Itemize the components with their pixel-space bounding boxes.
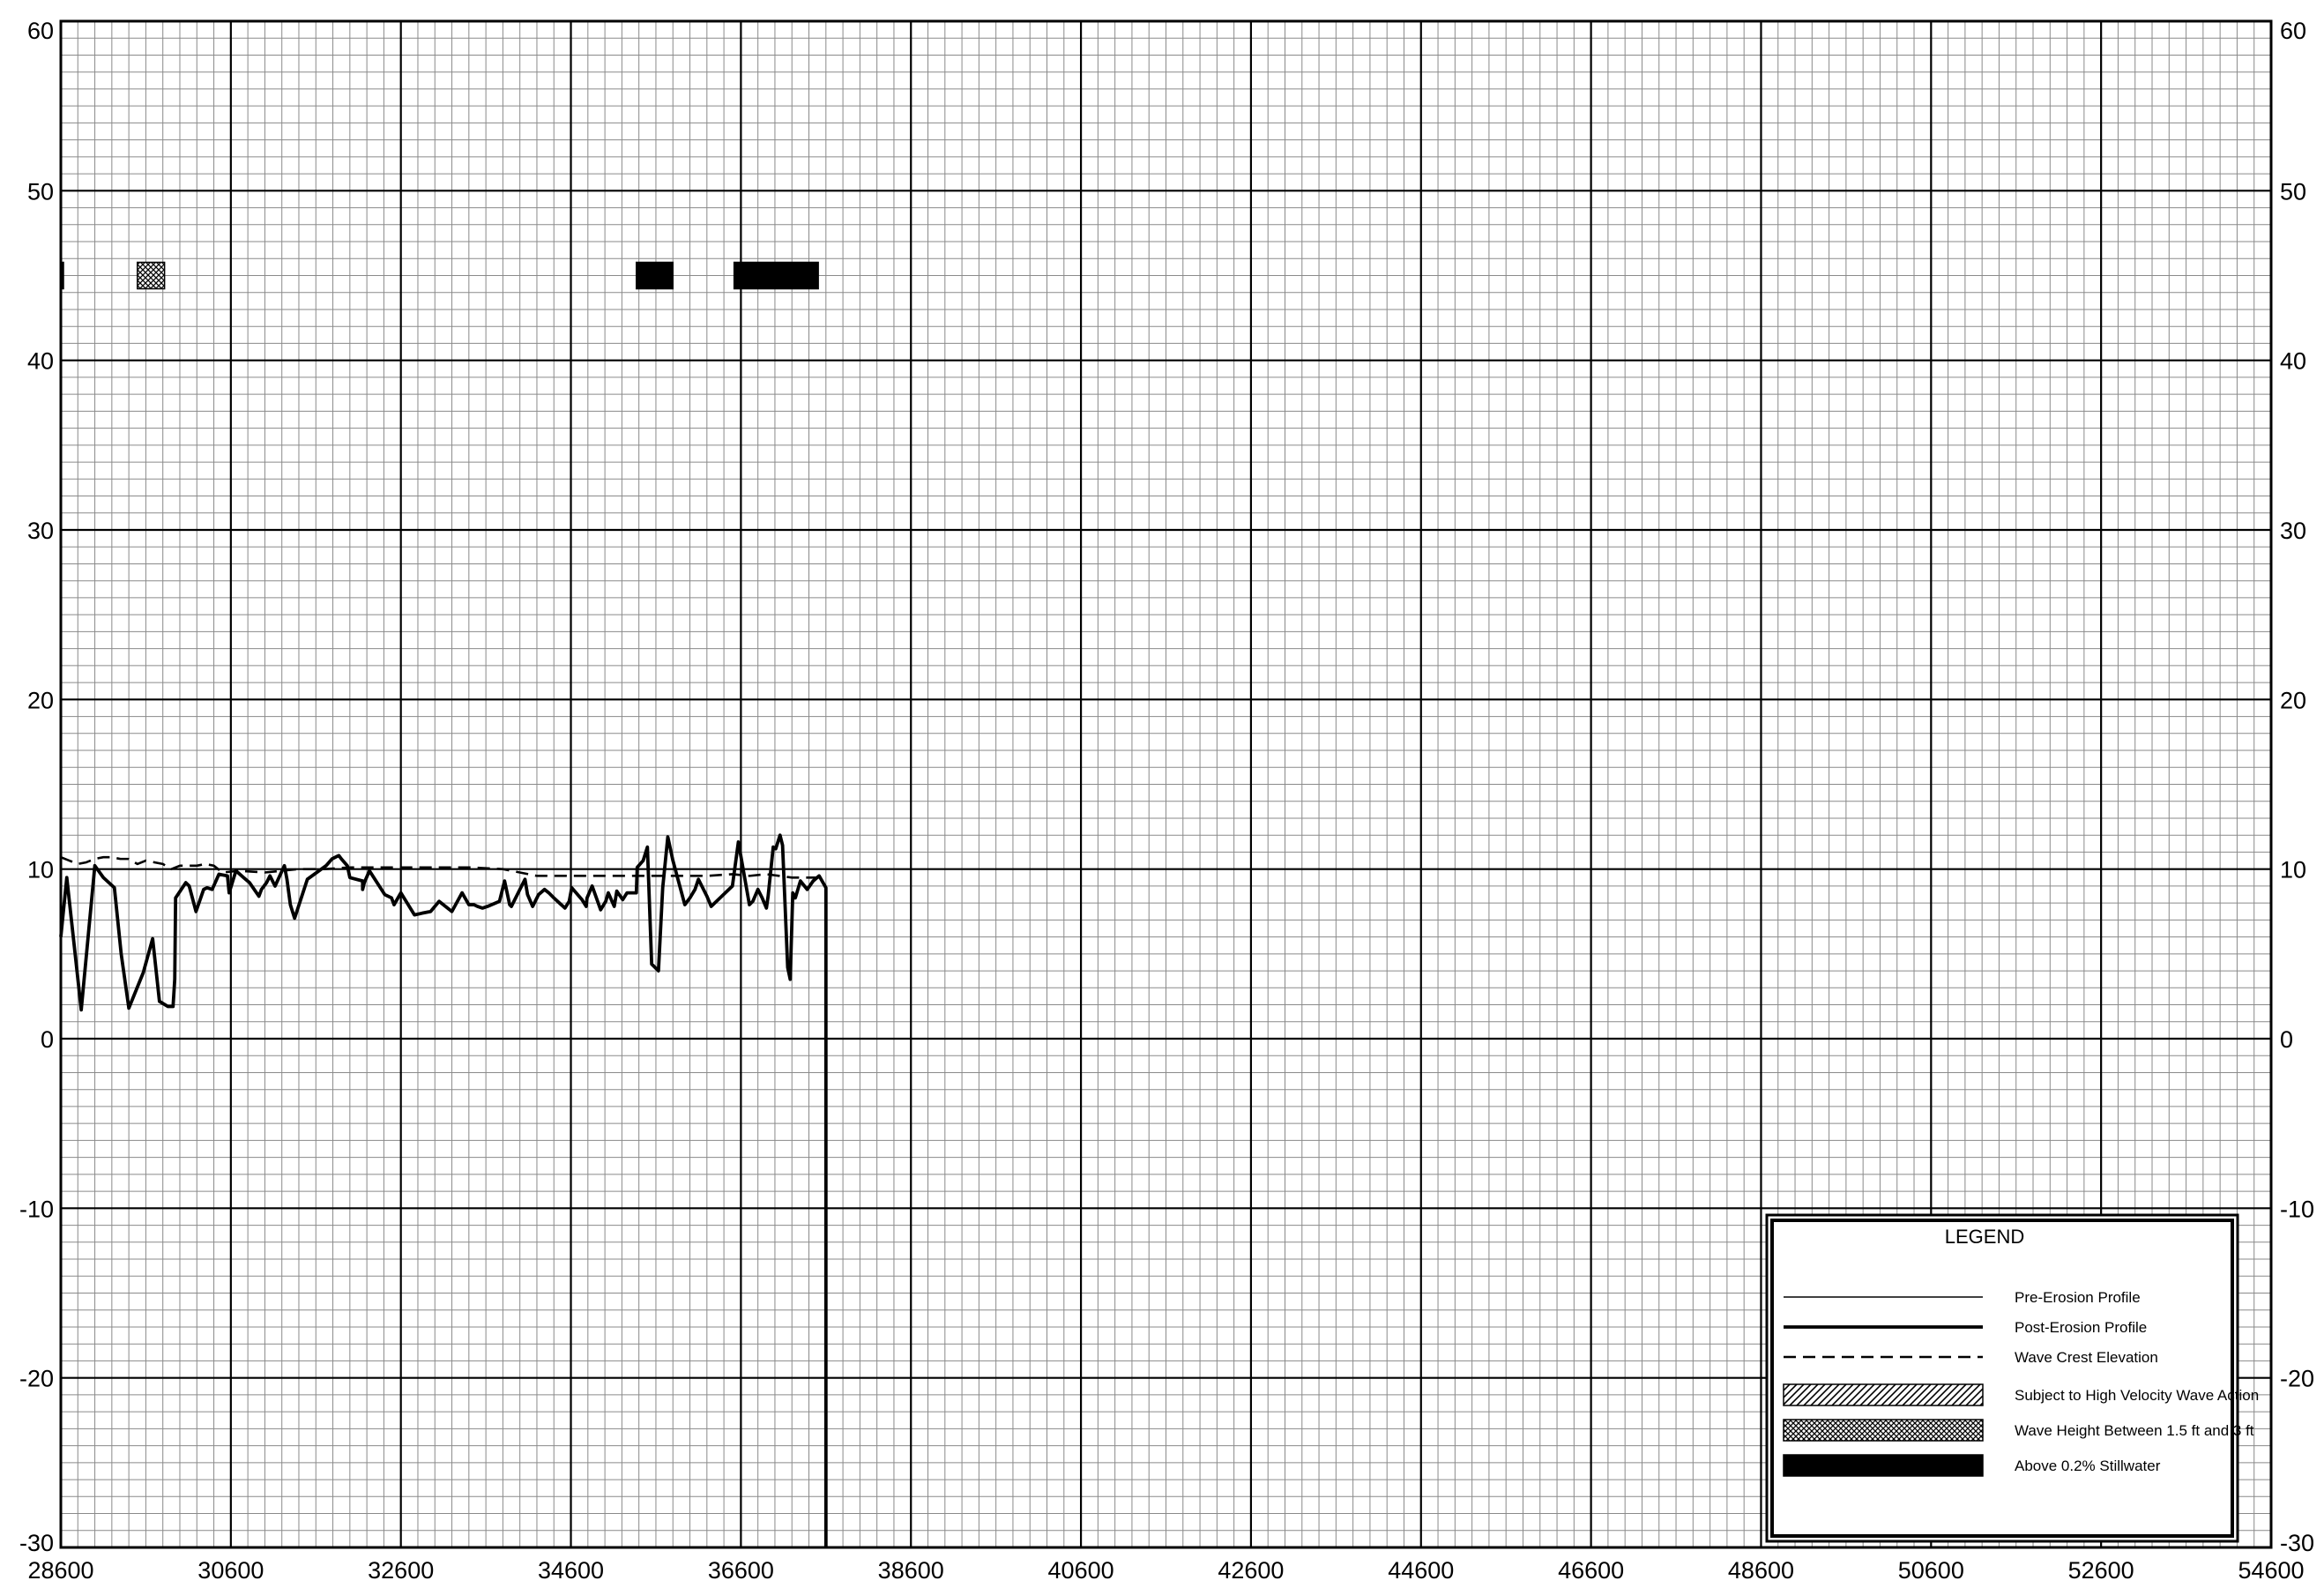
legend-label: Pre-Erosion Profile bbox=[2015, 1289, 2141, 1306]
x-tick-label: 38600 bbox=[878, 1557, 944, 1584]
y-tick-label-right: 50 bbox=[2280, 178, 2306, 205]
legend-inner-border bbox=[1770, 1219, 2234, 1538]
legend-entry: Above 0.2% Stillwater bbox=[1783, 1454, 2161, 1477]
y-tick-label-right: 10 bbox=[2280, 857, 2306, 883]
legend-swatch-hatch bbox=[1783, 1383, 1984, 1406]
x-tick-label: 32600 bbox=[368, 1557, 434, 1584]
y-tick-label-left: -20 bbox=[19, 1366, 54, 1392]
band-solid-fill bbox=[636, 261, 674, 290]
legend-swatch-crosshatch bbox=[1783, 1419, 1984, 1442]
y-tick-label-left: 40 bbox=[27, 348, 54, 375]
legend-box bbox=[1765, 1213, 2239, 1543]
y-tick-label-right: -30 bbox=[2280, 1530, 2314, 1556]
y-tick-label-left: -30 bbox=[19, 1530, 54, 1556]
series-dashed-line bbox=[60, 855, 822, 879]
x-tick-label: 52600 bbox=[2068, 1557, 2134, 1584]
plot-frame bbox=[59, 19, 2273, 1549]
y-tick-label-right: -20 bbox=[2280, 1366, 2314, 1392]
x-tick-label: 50600 bbox=[1898, 1557, 1964, 1584]
legend-label: Post-Erosion Profile bbox=[2015, 1319, 2147, 1336]
legend-entry: Wave Crest Elevation bbox=[1784, 1349, 2158, 1366]
y-tick-label-left: 50 bbox=[27, 178, 54, 205]
legend-label: Above 0.2% Stillwater bbox=[2015, 1458, 2161, 1474]
y-tick-label-left: -10 bbox=[19, 1196, 54, 1222]
y-tick-label-right: 60 bbox=[2280, 18, 2306, 44]
legend-label: Subject to High Velocity Wave Action bbox=[2015, 1387, 2259, 1404]
legend-entry: Subject to High Velocity Wave Action bbox=[1783, 1383, 2259, 1406]
x-tick-label: 48600 bbox=[1728, 1557, 1794, 1584]
legend-entry: Post-Erosion Profile bbox=[1784, 1319, 2147, 1336]
x-tick-label: 34600 bbox=[538, 1557, 604, 1584]
x-tick-label: 40600 bbox=[1048, 1557, 1114, 1584]
legend-title: LEGEND bbox=[1945, 1226, 2024, 1248]
plot-border bbox=[59, 19, 2273, 1549]
y-tick-label-left: 0 bbox=[41, 1026, 54, 1053]
legend-label: Wave Height Between 1.5 ft and 3 ft bbox=[2015, 1422, 2254, 1439]
profile-series bbox=[59, 833, 828, 1547]
legend-label: Wave Crest Elevation bbox=[2015, 1349, 2158, 1366]
y-tick-label-right: -10 bbox=[2280, 1196, 2314, 1222]
y-tick-label-right: 30 bbox=[2280, 518, 2306, 544]
legend-entry: Wave Height Between 1.5 ft and 3 ft bbox=[1783, 1419, 2254, 1442]
y-tick-label-left: 10 bbox=[27, 857, 54, 883]
x-tick-label: 28600 bbox=[27, 1557, 93, 1584]
legend-entry: Pre-Erosion Profile bbox=[1784, 1289, 2141, 1306]
x-tick-label: 42600 bbox=[1218, 1557, 1284, 1584]
x-tick-label: 54600 bbox=[2238, 1557, 2304, 1584]
y-tick-label-right: 0 bbox=[2280, 1026, 2293, 1053]
band-crosshatch bbox=[137, 261, 166, 290]
tick-labels: 28600 30600 32600 34600 36600 38600 40600 42600… bbox=[19, 18, 2314, 1584]
y-tick-label-left: 30 bbox=[27, 518, 54, 544]
series-thick-line bbox=[59, 833, 828, 1547]
band-markers bbox=[60, 261, 819, 290]
band-solid-fill bbox=[733, 261, 819, 290]
x-tick-label: 30600 bbox=[197, 1557, 264, 1584]
x-tick-label: 44600 bbox=[1388, 1557, 1454, 1584]
y-tick-label-right: 20 bbox=[2280, 687, 2306, 713]
legend-swatch-solid-fill bbox=[1783, 1454, 1984, 1477]
y-tick-label-left: 20 bbox=[27, 687, 54, 713]
x-tick-label: 46600 bbox=[1558, 1557, 1624, 1584]
x-tick-label: 36600 bbox=[708, 1557, 774, 1584]
y-tick-label-left: 60 bbox=[27, 18, 54, 44]
y-tick-label-right: 40 bbox=[2280, 348, 2306, 375]
legend: LEGEND Pre-Erosion Profile Post-Erosion Pr… bbox=[1765, 1213, 2259, 1543]
